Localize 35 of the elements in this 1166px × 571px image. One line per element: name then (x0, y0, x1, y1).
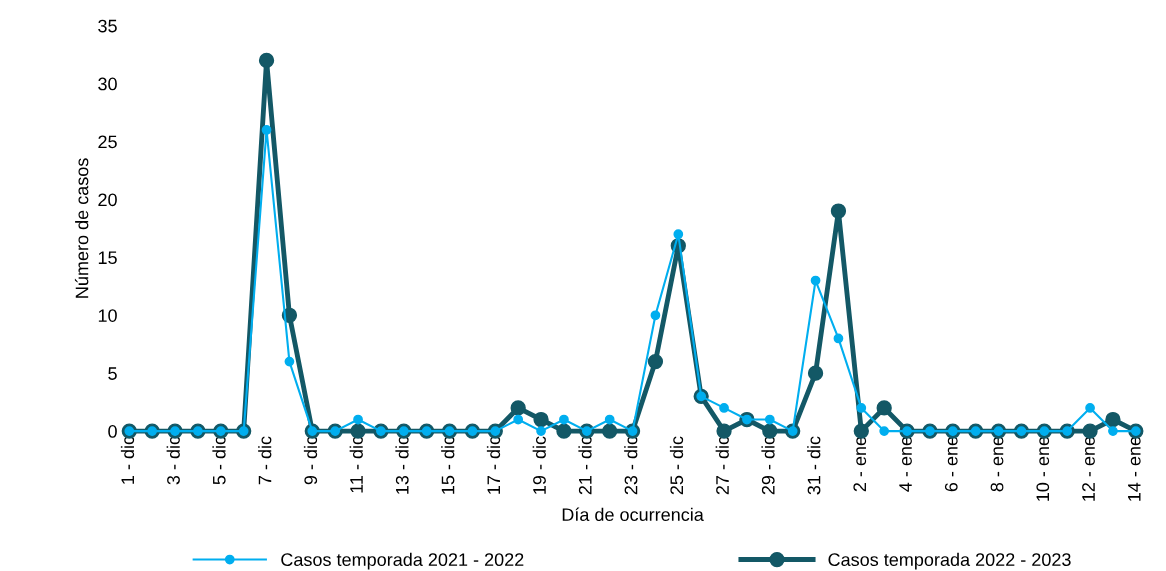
x-tick-label: 8 - ene (990, 436, 1004, 492)
x-tick-label: 4 - ene (899, 436, 912, 492)
x-tick-label: 9 - dic (303, 436, 318, 485)
x-tick-label: 6 - ene (944, 436, 958, 492)
x-tick-label: 10 - ene (1036, 436, 1050, 501)
x-tick-label: 12 - ene (1082, 436, 1095, 501)
y-tick-label: 15 (98, 251, 117, 265)
y-tick-label: 20 (98, 193, 117, 207)
x-tick-label: 15 - dic (441, 436, 455, 494)
x-tick-label: 21 - dic (578, 436, 592, 495)
y-tick-label: 10 (98, 309, 117, 322)
y-tick-label: 25 (98, 135, 117, 149)
x-tick-label: 7 - dic (258, 436, 272, 485)
y-tick-label: 35 (98, 19, 117, 33)
x-tick-label: 19 - dic (532, 436, 546, 494)
legend-label: Casos temporada 2022 - 2023 (828, 552, 1071, 570)
x-tick-label: 23 - dic (624, 436, 638, 495)
x-tick-label: 1 - dic (120, 436, 135, 484)
x-tick-label: 2 - ene (853, 436, 867, 492)
x-tick-label: 27 - dic (715, 436, 729, 495)
x-tick-label: 3 - dic (166, 436, 180, 485)
x-tick-label: 17 - dic (486, 436, 501, 494)
x-axis-title: Día de ocurrencia (562, 507, 704, 522)
y-axis-title: Número de casos (74, 158, 89, 298)
x-tick-label: 11 - dic (349, 436, 363, 493)
x-tick-label: 29 - dic (761, 436, 775, 495)
x-tick-label: 13 - dic (395, 436, 409, 494)
y-tick-label: 0 (108, 425, 117, 438)
x-tick-label: 31 - dic (807, 436, 821, 495)
y-tick-label: 30 (98, 77, 117, 91)
x-tick-label: 25 - dic (669, 436, 684, 495)
x-tick-label: 14 - ene (1128, 436, 1141, 501)
y-tick-label: 5 (108, 367, 117, 380)
x-tick-label: 5 - dic (212, 436, 226, 485)
legend-label: Casos temporada 2021 - 2022 (281, 552, 524, 570)
